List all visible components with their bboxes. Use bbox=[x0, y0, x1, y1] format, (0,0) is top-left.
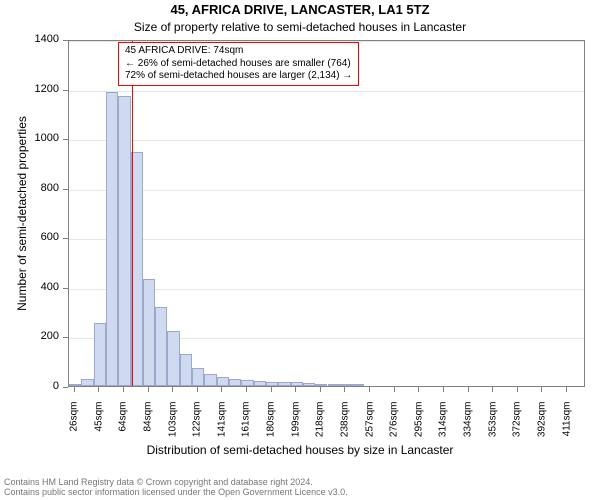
histogram-bar bbox=[315, 384, 327, 386]
y-tick-mark bbox=[63, 288, 68, 289]
chart-subtitle: Size of property relative to semi-detach… bbox=[0, 20, 600, 34]
attribution-line-2: Contains public sector information licen… bbox=[4, 487, 596, 497]
histogram-bar bbox=[328, 384, 340, 386]
attribution: Contains HM Land Registry data © Crown c… bbox=[4, 477, 596, 497]
marker-line bbox=[132, 41, 133, 386]
chart-container: 45, AFRICA DRIVE, LANCASTER, LA1 5TZ Siz… bbox=[0, 0, 600, 500]
grid-line bbox=[69, 239, 584, 241]
x-tick-mark bbox=[369, 387, 370, 392]
page-title: 45, AFRICA DRIVE, LANCASTER, LA1 5TZ bbox=[0, 2, 600, 17]
histogram-bar bbox=[352, 384, 364, 386]
x-tick-mark bbox=[320, 387, 321, 392]
y-tick-label: 200 bbox=[0, 330, 59, 342]
y-tick-mark bbox=[63, 337, 68, 338]
histogram-bar bbox=[180, 354, 192, 386]
x-tick-mark bbox=[246, 387, 247, 392]
x-tick-mark bbox=[344, 387, 345, 392]
x-tick-mark bbox=[566, 387, 567, 392]
x-tick-mark bbox=[197, 387, 198, 392]
x-tick-mark bbox=[221, 387, 222, 392]
x-tick-mark bbox=[468, 387, 469, 392]
grid-line bbox=[69, 190, 584, 192]
x-tick-mark bbox=[541, 387, 542, 392]
attribution-line-1: Contains HM Land Registry data © Crown c… bbox=[4, 477, 596, 487]
x-tick-mark bbox=[517, 387, 518, 392]
x-tick-mark bbox=[443, 387, 444, 392]
x-tick-mark bbox=[295, 387, 296, 392]
x-tick-mark bbox=[148, 387, 149, 392]
x-tick-mark bbox=[172, 387, 173, 392]
x-tick-mark bbox=[492, 387, 493, 392]
y-tick-mark bbox=[63, 238, 68, 239]
annotation-box: 45 AFRICA DRIVE: 74sqm ← 26% of semi-det… bbox=[118, 42, 359, 86]
histogram-bar bbox=[94, 323, 106, 386]
histogram-bar bbox=[167, 331, 179, 386]
y-tick-mark bbox=[63, 189, 68, 190]
histogram-bar bbox=[204, 374, 216, 386]
histogram-bar bbox=[254, 381, 266, 386]
annotation-line-2: ← 26% of semi-detached houses are smalle… bbox=[125, 58, 352, 71]
y-tick-mark bbox=[63, 40, 68, 41]
x-axis-label: Distribution of semi-detached houses by … bbox=[0, 443, 600, 457]
y-tick-label: 600 bbox=[0, 231, 59, 243]
histogram-bar bbox=[266, 382, 278, 386]
grid-line bbox=[69, 91, 584, 93]
histogram-bar bbox=[303, 383, 315, 386]
y-tick-label: 1000 bbox=[0, 132, 59, 144]
histogram-bar bbox=[155, 307, 167, 386]
y-tick-label: 1200 bbox=[0, 83, 59, 95]
histogram-bar bbox=[106, 92, 118, 386]
histogram-bar bbox=[278, 382, 290, 386]
y-tick-label: 1400 bbox=[0, 33, 59, 45]
x-tick-mark bbox=[418, 387, 419, 392]
histogram-bar bbox=[241, 380, 253, 386]
histogram-bar bbox=[291, 382, 303, 386]
y-tick-mark bbox=[63, 139, 68, 140]
histogram-bar bbox=[217, 377, 229, 386]
x-tick-mark bbox=[98, 387, 99, 392]
annotation-line-1: 45 AFRICA DRIVE: 74sqm bbox=[125, 45, 352, 58]
histogram-bar bbox=[143, 279, 155, 386]
annotation-line-3: 72% of semi-detached houses are larger (… bbox=[125, 70, 352, 83]
histogram-bar bbox=[81, 379, 93, 386]
histogram-bar bbox=[192, 368, 204, 386]
histogram-bar bbox=[340, 384, 352, 386]
histogram-bar bbox=[229, 379, 241, 386]
y-tick-mark bbox=[63, 90, 68, 91]
histogram-bar bbox=[69, 384, 81, 386]
y-tick-label: 400 bbox=[0, 281, 59, 293]
x-tick-mark bbox=[74, 387, 75, 392]
y-tick-mark bbox=[63, 387, 68, 388]
y-tick-label: 800 bbox=[0, 182, 59, 194]
x-tick-mark bbox=[394, 387, 395, 392]
histogram-bar bbox=[118, 96, 130, 386]
x-tick-mark bbox=[271, 387, 272, 392]
y-tick-label: 0 bbox=[0, 380, 59, 392]
plot-area bbox=[68, 40, 585, 387]
grid-line bbox=[69, 140, 584, 142]
x-tick-mark bbox=[123, 387, 124, 392]
